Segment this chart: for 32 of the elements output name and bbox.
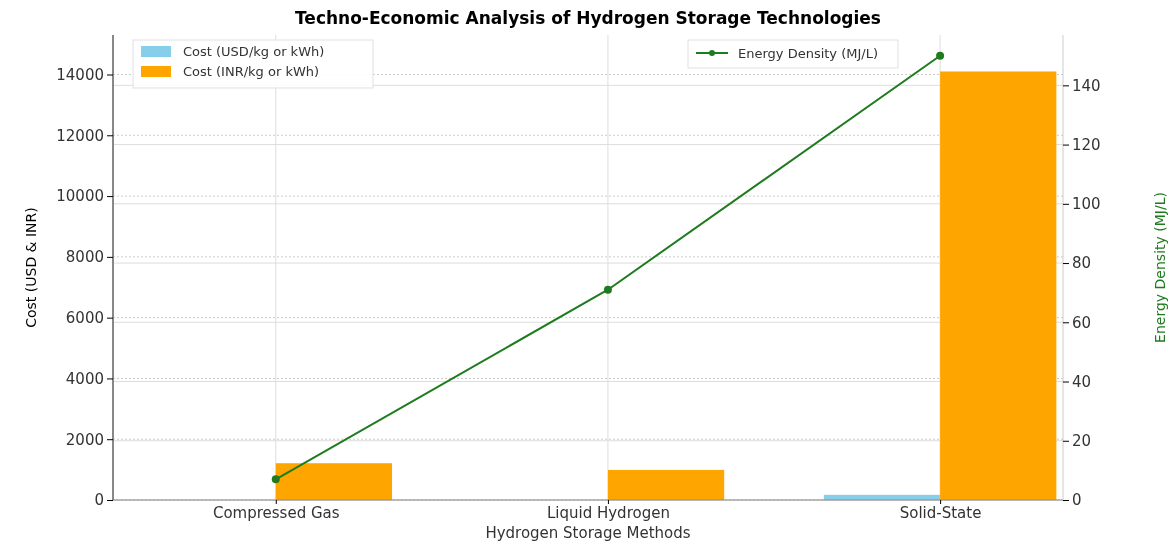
y-tick-label: 10000: [56, 187, 104, 206]
bar: [940, 71, 1057, 500]
bar: [607, 469, 725, 500]
y2-tick-label: 140: [1072, 76, 1101, 95]
y2-tick-label: 20: [1072, 432, 1092, 451]
y2-tick-label: 0: [1072, 491, 1082, 510]
point: [936, 51, 945, 60]
legend-label: Energy Density (MJ/L): [738, 46, 879, 61]
point: [603, 285, 612, 294]
y-axis-title: Cost (USD & INR): [23, 207, 39, 328]
y2-tick-label: 60: [1072, 313, 1092, 332]
x-tick-label: Liquid Hydrogen: [546, 503, 670, 522]
y2-tick-label: 40: [1072, 372, 1092, 391]
y-tick-label: 2000: [65, 430, 104, 449]
x-axis-title: Hydrogen Storage Methods: [485, 524, 691, 542]
chart-title: Techno-Economic Analysis of Hydrogen Storage Technologies: [295, 8, 881, 28]
y2-tick-label: 120: [1072, 135, 1101, 154]
y-tick-label: 8000: [65, 248, 104, 267]
y2-tick-label: 80: [1072, 254, 1092, 273]
y2-axis-title: Energy Density (MJ/L): [1152, 192, 1168, 343]
point: [271, 475, 280, 484]
bar: [275, 463, 393, 500]
y-tick-label: 6000: [65, 308, 104, 327]
y2-tick-label: 100: [1072, 195, 1101, 214]
x-tick-label: Compressed Gas: [212, 503, 340, 522]
y-tick-label: 14000: [56, 65, 104, 84]
y-tick-label: 4000: [65, 369, 104, 388]
x-tick-label: Solid-State: [899, 503, 982, 522]
y-tick-label: 12000: [56, 126, 104, 145]
y-tick-label: 0: [94, 491, 104, 510]
legend-label: Cost (INR/kg or kWh): [183, 64, 320, 79]
legend-label: Cost (USD/kg or kWh): [183, 44, 325, 59]
